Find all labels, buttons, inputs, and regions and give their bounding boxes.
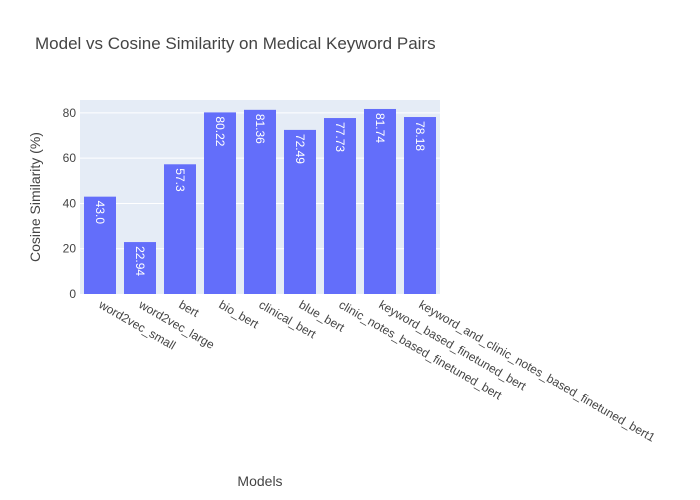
y-tick-label: 20 bbox=[63, 242, 77, 256]
data-label: 77.73 bbox=[333, 122, 347, 152]
x-tick-label: bio_bert bbox=[217, 297, 262, 331]
y-tick-label: 40 bbox=[63, 196, 77, 210]
y-tick-label: 80 bbox=[63, 106, 77, 120]
x-axis-label: Models bbox=[237, 473, 283, 489]
y-tick-label: 0 bbox=[69, 287, 76, 301]
data-label: 57.3 bbox=[173, 168, 187, 192]
x-tick-label: clinic_notes_based_finetuned_bert bbox=[337, 297, 505, 402]
data-label: 81.74 bbox=[373, 113, 387, 143]
chart-title: Model vs Cosine Similarity on Medical Ke… bbox=[35, 34, 436, 53]
data-label: 72.49 bbox=[293, 134, 307, 164]
x-tick-label: bert bbox=[177, 297, 202, 320]
bar bbox=[364, 108, 396, 294]
bar bbox=[124, 242, 156, 294]
bar bbox=[164, 164, 196, 294]
bar bbox=[204, 112, 236, 294]
data-label: 81.36 bbox=[253, 114, 267, 144]
y-tick-label: 60 bbox=[63, 151, 77, 165]
bar bbox=[284, 129, 316, 294]
bar bbox=[324, 118, 356, 294]
data-label: 22.94 bbox=[133, 246, 147, 276]
bar bbox=[84, 196, 116, 294]
data-label: 78.18 bbox=[413, 121, 427, 151]
data-label: 80.22 bbox=[213, 116, 227, 146]
data-label: 43.0 bbox=[93, 201, 107, 225]
bar bbox=[404, 117, 436, 294]
bar bbox=[244, 109, 276, 295]
